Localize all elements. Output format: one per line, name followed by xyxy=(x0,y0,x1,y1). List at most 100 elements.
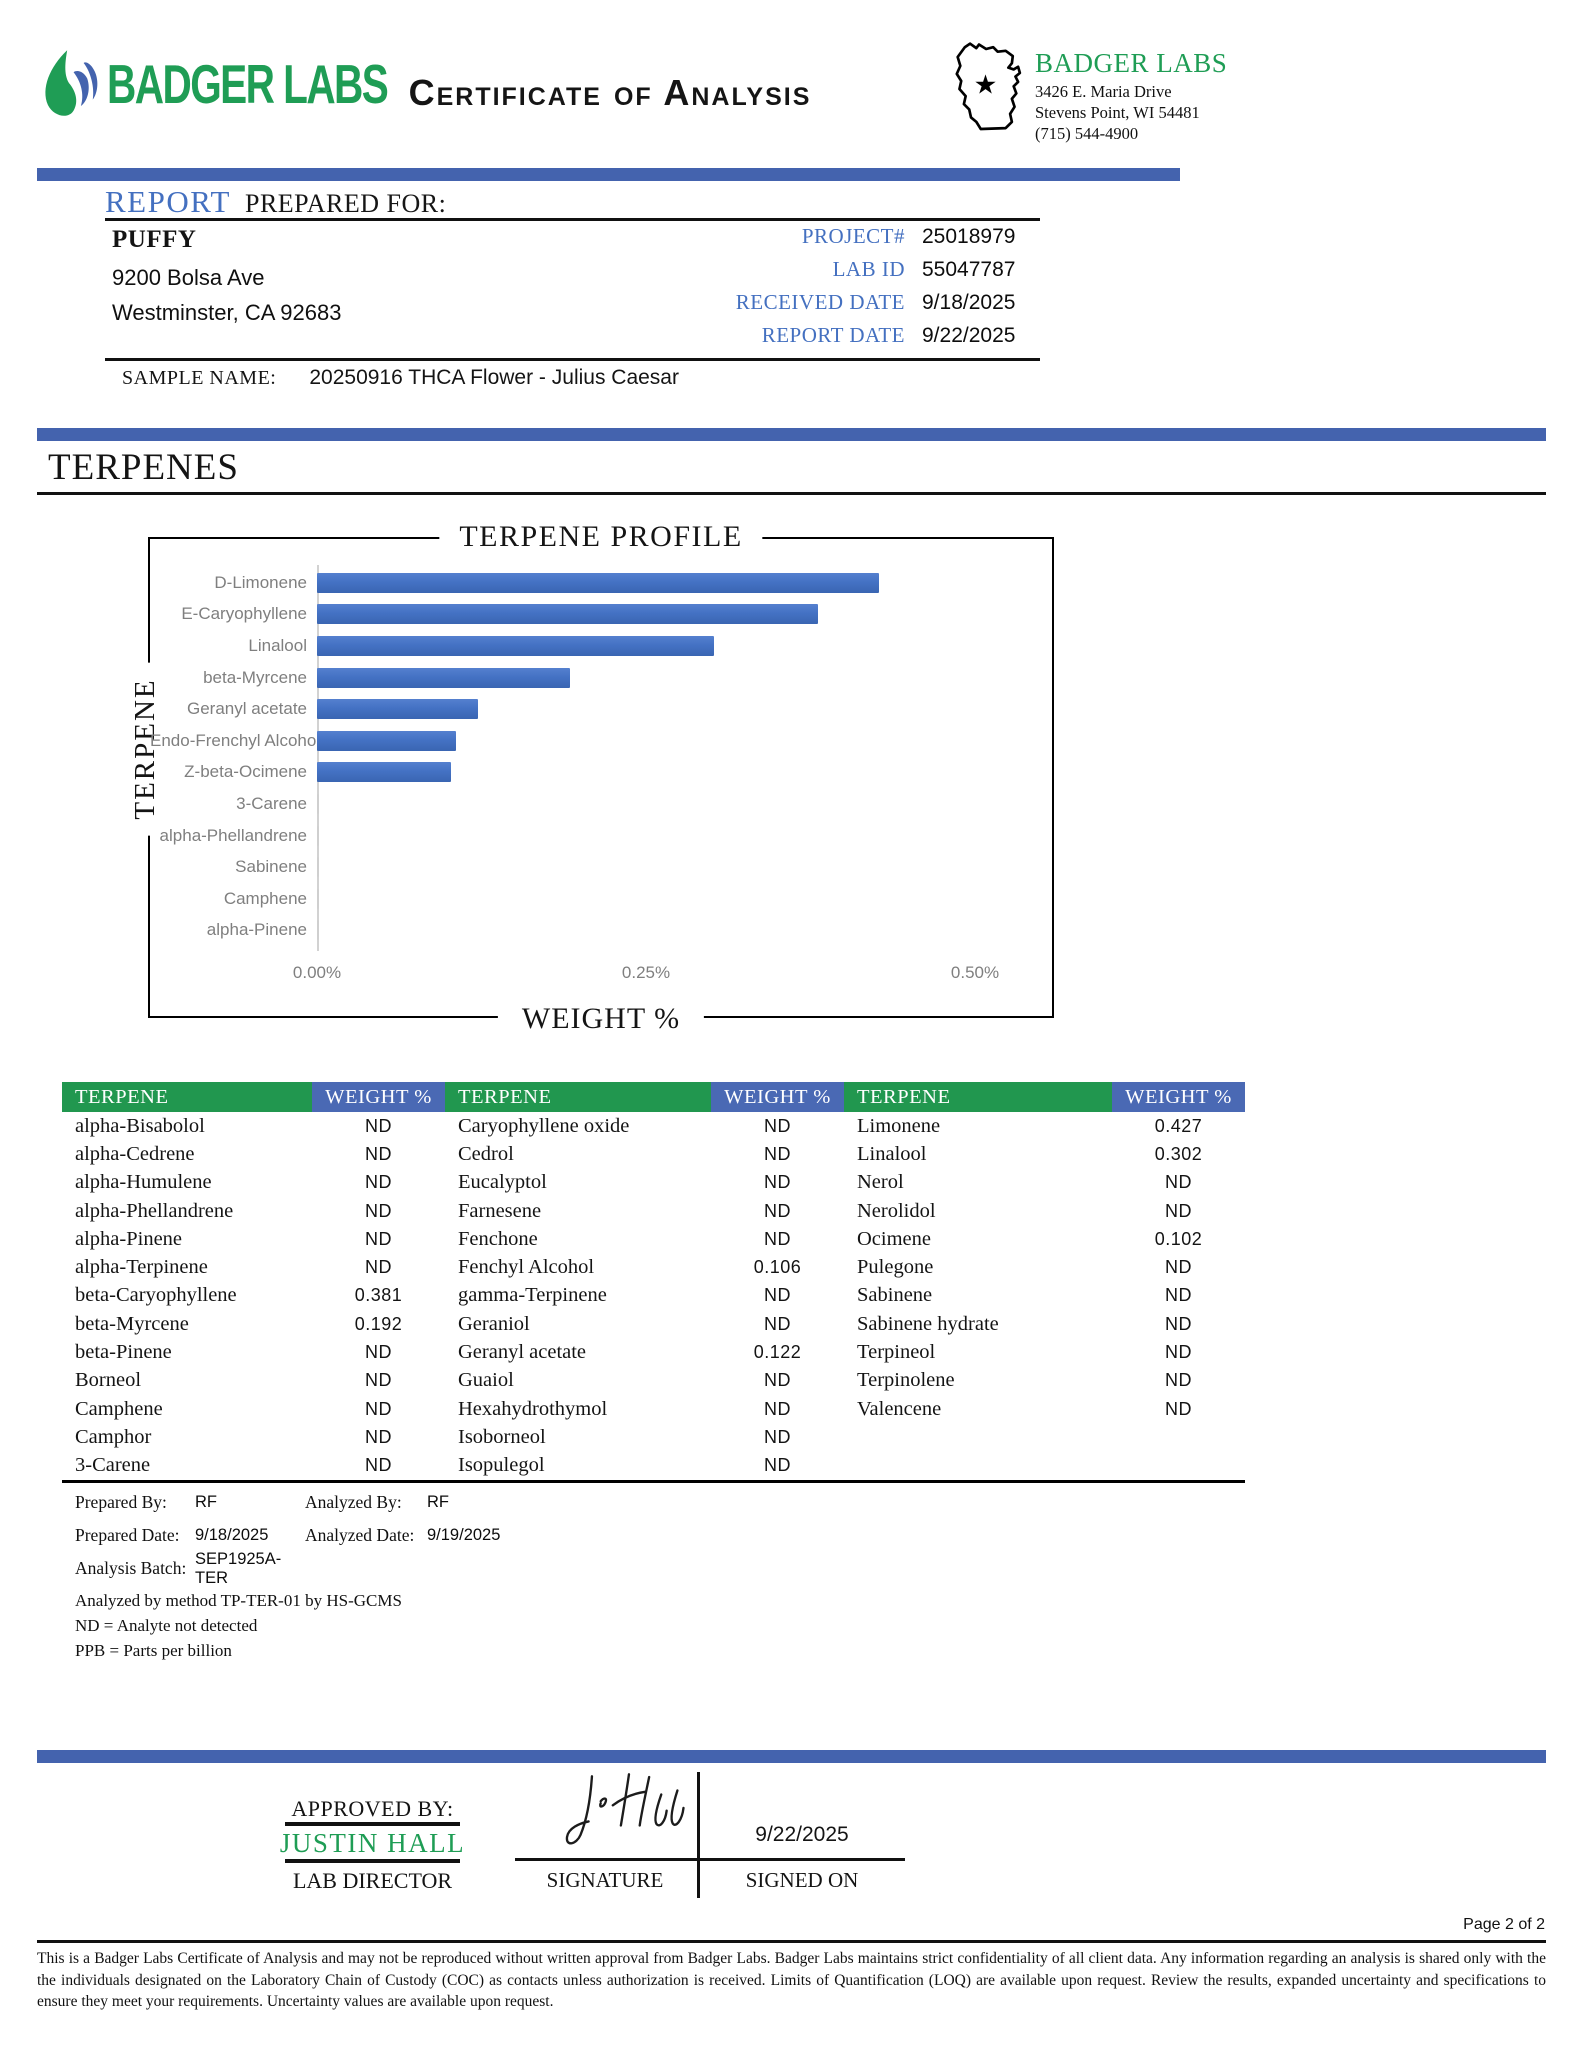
chart-x-tick: 0.25% xyxy=(621,963,671,982)
chart-category-label: Z-beta-Ocimene xyxy=(184,762,307,782)
weight-value-cell: 0.427 xyxy=(1154,1115,1203,1136)
note-value: 9/18/2025 xyxy=(195,1526,269,1544)
weight-value-cell: ND xyxy=(365,1342,392,1363)
weight-value-cell: ND xyxy=(1165,1398,1192,1419)
terpene-name-cell: alpha-Bisabolol xyxy=(75,1114,205,1137)
report-field-row: RECEIVED DATE 9/18/2025 xyxy=(588,290,1040,323)
terpenes-section-title: TERPENES xyxy=(48,447,239,488)
chart-x-axis-ticks: 0.00% 0.25% 0.50% xyxy=(150,963,1052,987)
chart-bar xyxy=(317,857,319,878)
weight-value-cell: ND xyxy=(764,1200,791,1221)
report-field-value: 9/18/2025 xyxy=(922,291,1016,314)
chart-category-label: D-Limonene xyxy=(214,572,307,592)
terpene-name-cell: Sabinene hydrate xyxy=(857,1312,999,1335)
weight-value-cell: ND xyxy=(1165,1285,1192,1306)
column-header-weight: WEIGHT % xyxy=(312,1082,445,1112)
chart-zero-axis-line xyxy=(317,565,319,951)
weight-value-cell: ND xyxy=(1165,1313,1192,1334)
terpenes-section-rule xyxy=(37,492,1546,495)
terpene-name-cell: Hexahydrothymol xyxy=(458,1397,608,1420)
terpene-name-cell: Cedrol xyxy=(458,1142,514,1165)
divider-bar-bottom xyxy=(37,1750,1546,1763)
chart-row: Camphene xyxy=(150,883,1052,915)
chart-title: TERPENE PROFILE xyxy=(439,520,763,554)
terpene-name-cell: beta-Caryophyllene xyxy=(75,1284,237,1307)
chart-bar xyxy=(317,604,819,625)
weight-value-cell: ND xyxy=(764,1228,791,1249)
weight-value-cell: ND xyxy=(365,1228,392,1249)
lab-name: BADGER LABS xyxy=(1035,48,1228,78)
weight-value-cell: ND xyxy=(1165,1370,1192,1391)
weight-value-cell: 0.102 xyxy=(1154,1228,1203,1249)
weight-value-cell: ND xyxy=(365,1370,392,1391)
report-field-value: 9/22/2025 xyxy=(922,324,1016,347)
sample-row: SAMPLE NAME: 20250916 THCA Flower - Juli… xyxy=(122,366,679,390)
terpene-name-cell: Geranyl acetate xyxy=(458,1341,587,1364)
chart-row: Z-beta-Ocimene xyxy=(150,757,1052,789)
sample-rule xyxy=(105,358,1040,361)
report-field-label: PROJECT# xyxy=(801,224,905,248)
chart-bar xyxy=(317,793,319,814)
terpene-name-cell: alpha-Pinene xyxy=(75,1227,183,1250)
terpene-name-cell: Terpinolene xyxy=(857,1369,955,1392)
terpene-name-cell: Borneol xyxy=(75,1369,142,1392)
note-label: Analyzed Date: xyxy=(305,1525,415,1545)
terpene-name-cell xyxy=(844,1452,1112,1480)
approved-by-rule-bottom xyxy=(285,1859,460,1863)
terpene-name-cell: alpha-Phellandrene xyxy=(75,1199,234,1222)
chart-row: alpha-Phellandrene xyxy=(150,820,1052,852)
report-fields: PROJECT# 25018979 LAB ID 55047787 RECEIVED D… xyxy=(588,224,1040,356)
note-row: Prepared By: RF Analyzed By: RF xyxy=(75,1486,500,1519)
note-label: Analyzed By: xyxy=(305,1492,402,1512)
weight-value-cell: ND xyxy=(764,1455,791,1476)
divider-bar-top xyxy=(37,168,1180,181)
weight-value-cell: ND xyxy=(1165,1342,1192,1363)
terpene-name-cell: gamma-Terpinene xyxy=(458,1284,607,1307)
note-value: 9/19/2025 xyxy=(427,1526,501,1544)
weight-value-cell: ND xyxy=(365,1426,392,1447)
note-label: Prepared Date: xyxy=(75,1525,180,1545)
terpene-name-cell: Farnesene xyxy=(458,1199,542,1222)
note-value: SEP1925A-TER xyxy=(195,1549,282,1587)
weight-value-cell: ND xyxy=(764,1285,791,1306)
weight-value-cell: ND xyxy=(365,1172,392,1193)
lab-address-card: ★ BADGER LABS 3426 E. Maria Drive Steven… xyxy=(947,36,1227,144)
chart-row: Linalool xyxy=(150,630,1052,662)
report-field-label: LAB ID xyxy=(832,257,905,281)
terpene-name-cell: Fenchone xyxy=(458,1227,538,1250)
terpene-name-cell: alpha-Cedrene xyxy=(75,1142,195,1165)
approver-name: JUSTIN HALL xyxy=(279,1828,466,1858)
chart-row: D-Limonene xyxy=(150,567,1052,599)
signed-on-label: SIGNED ON xyxy=(745,1868,859,1892)
report-field-value: 25018979 xyxy=(922,225,1016,248)
terpene-name-cell: alpha-Humulene xyxy=(75,1171,212,1194)
weight-value-cell: ND xyxy=(764,1370,791,1391)
terpene-name-cell: Linalool xyxy=(857,1142,927,1165)
report-field-value: 55047787 xyxy=(922,258,1016,281)
weight-value-cell: ND xyxy=(365,1257,392,1278)
signature-date-divider xyxy=(697,1772,700,1898)
note-row: Analysis Batch: SEP1925A-TER xyxy=(75,1549,500,1587)
terpene-name-cell: Eucalyptol xyxy=(458,1171,547,1194)
chart-row: 3-Carene xyxy=(150,788,1052,820)
terpene-results-table: TERPENE WEIGHT % TERPENE WEIGHT % TERPENE WEI… xyxy=(62,1082,1245,1483)
terpene-name-cell: Geraniol xyxy=(458,1312,530,1335)
weight-value-cell: 0.381 xyxy=(354,1285,403,1306)
report-field-row: PROJECT# 25018979 xyxy=(588,224,1040,257)
chart-category-label: Geranyl acetate xyxy=(186,699,307,719)
approved-by-label: APPROVED BY: xyxy=(291,1796,454,1821)
analysis-notes: Prepared By: RF Analyzed By: RF Prepared Dat… xyxy=(75,1486,501,1587)
chart-row: Sabinene xyxy=(150,851,1052,883)
page-number: Page 2 of 2 xyxy=(1463,1916,1545,1933)
report-field-label: RECEIVED DATE xyxy=(735,290,905,314)
chart-x-tick: 0.50% xyxy=(950,963,1000,982)
note-label: Analysis Batch: xyxy=(75,1558,187,1578)
terpene-name-cell: 3-Carene xyxy=(75,1454,151,1477)
weight-value-cell: ND xyxy=(365,1398,392,1419)
terpene-name-cell: beta-Myrcene xyxy=(75,1312,189,1335)
chart-category-label: alpha-Phellandrene xyxy=(159,825,307,845)
client-address-line1: 9200 Bolsa Ave xyxy=(112,265,265,290)
signed-date: 9/22/2025 xyxy=(755,1823,849,1846)
terpene-profile-chart: TERPENE PROFILE TERPENE D-Limonene E-Cary… xyxy=(129,520,1054,1036)
sample-name-value: 20250916 THCA Flower - Julius Caesar xyxy=(309,366,679,389)
